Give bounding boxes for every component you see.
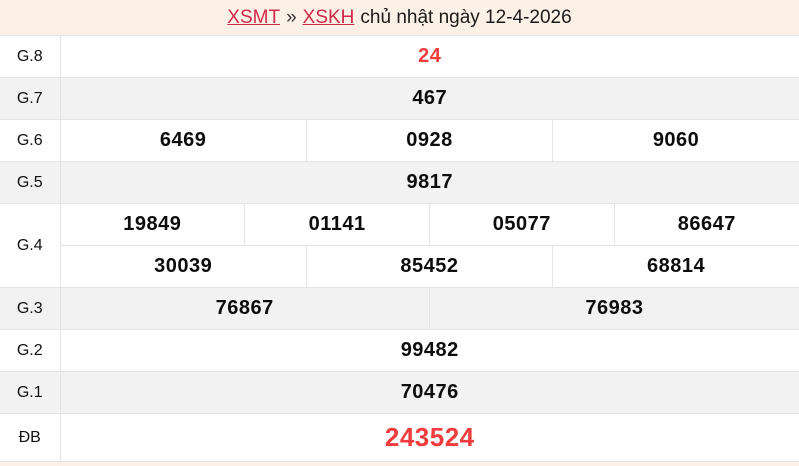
- table-row-g8: G.8 24: [0, 35, 799, 78]
- xsmt-link[interactable]: XSMT: [227, 6, 281, 28]
- table-row-g7: G.7 467: [0, 77, 799, 120]
- prize-value: 9817: [59, 161, 799, 204]
- table-row-g1: G.1 70476: [0, 371, 799, 414]
- prize-value: 99482: [59, 329, 799, 372]
- prize-label-g5: G.5: [0, 161, 61, 204]
- prize-label-db: ĐB: [0, 413, 61, 462]
- xskh-link[interactable]: XSKH: [302, 6, 355, 28]
- prize-value: 05077: [428, 203, 615, 246]
- prize-label-g2: G.2: [0, 329, 61, 372]
- table-row-g4a: G.4 19849 01141 05077 86647: [0, 203, 799, 288]
- prize-value: 86647: [613, 203, 799, 246]
- prize-value: 24: [59, 35, 799, 78]
- prize-label-g4: G.4: [0, 203, 61, 288]
- prize-value: 30039: [60, 245, 307, 288]
- prize-label-g8: G.8: [0, 35, 61, 78]
- prize-value: 9060: [552, 119, 799, 162]
- prize-value: 19849: [59, 203, 246, 246]
- prize-value: 85452: [305, 245, 554, 288]
- prize-value-special: 243524: [59, 413, 799, 462]
- prize-label-g1: G.1: [0, 371, 61, 414]
- table-row-db: ĐB 243524: [0, 413, 799, 462]
- prize-value: 68814: [552, 245, 799, 288]
- prize-label-g3: G.3: [0, 287, 61, 330]
- prize-value: 70476: [59, 371, 799, 414]
- breadcrumb-separator: »: [286, 6, 297, 28]
- table-row-g2: G.2 99482: [0, 329, 799, 372]
- lottery-results-table: G.8 24 G.7 467 G.6 6469 0928 9060 G.5 98…: [0, 35, 799, 462]
- draw-date-text: chủ nhật ngày 12-4-2026: [360, 6, 572, 28]
- prize-value: 76983: [428, 287, 799, 330]
- table-row-g3: G.3 76867 76983: [0, 287, 799, 330]
- prize-label-g7: G.7: [0, 77, 61, 120]
- prize-value: 0928: [305, 119, 554, 162]
- table-row-g4b: 30039 85452 68814: [0, 245, 799, 288]
- prize-value: 76867: [59, 287, 430, 330]
- table-row-g6: G.6 6469 0928 9060: [0, 119, 799, 162]
- prize-value: 6469: [59, 119, 307, 162]
- prize-label-g6: G.6: [0, 119, 61, 162]
- prize-value: 01141: [244, 203, 430, 246]
- table-row-g5: G.5 9817: [0, 161, 799, 204]
- breadcrumb: XSMT » XSKH chủ nhật ngày 12-4-2026: [0, 0, 799, 35]
- prize-value: 467: [59, 77, 799, 120]
